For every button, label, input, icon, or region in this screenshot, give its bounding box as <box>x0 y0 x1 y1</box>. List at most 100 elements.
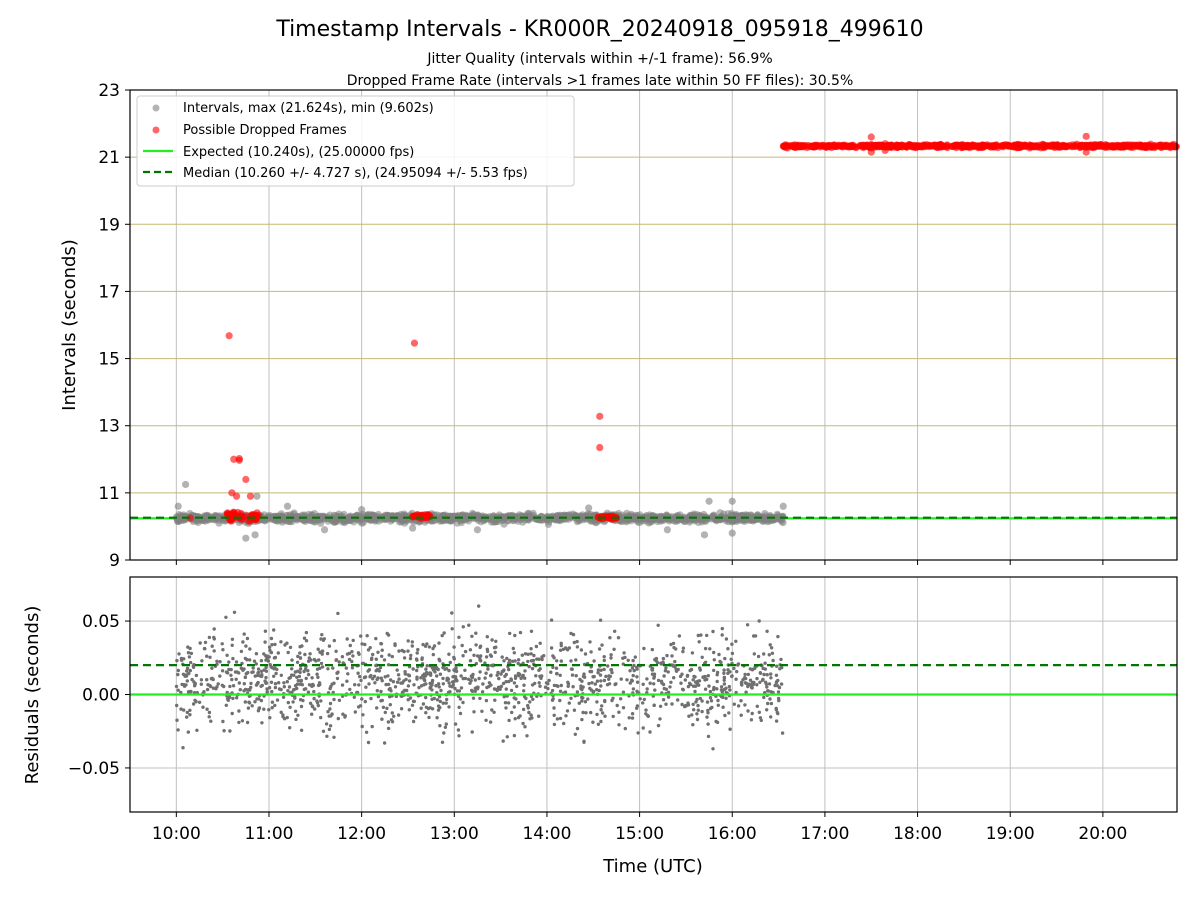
dropped-frame-point <box>987 143 995 151</box>
legend-intervals-marker <box>152 104 160 112</box>
residual-point <box>722 671 726 675</box>
residual-point <box>265 687 269 691</box>
residual-point <box>437 685 441 689</box>
residual-point <box>347 651 352 656</box>
residual-point <box>474 643 478 647</box>
residual-point <box>729 657 733 661</box>
residual-point <box>182 708 186 712</box>
interval-outlier-7 <box>358 506 366 514</box>
residual-point <box>250 670 254 674</box>
residual-point <box>208 683 212 688</box>
residual-point <box>574 674 578 678</box>
residual-point <box>186 645 190 649</box>
residual-point <box>434 684 438 688</box>
residual-point <box>580 717 584 722</box>
residual-point <box>690 651 695 655</box>
residual-point <box>424 667 428 671</box>
dropped-frame-point <box>820 143 828 151</box>
residual-point <box>356 671 360 675</box>
residual-point <box>319 637 323 641</box>
residual-point <box>256 673 260 678</box>
intervals-y-tick-label-2: 13 <box>98 417 120 437</box>
residual-point <box>385 706 389 710</box>
residual-point <box>716 698 720 703</box>
residual-point <box>182 657 186 661</box>
residual-point <box>755 704 759 708</box>
residual-point <box>176 672 180 677</box>
residual-point <box>531 697 535 701</box>
residual-point <box>295 675 299 679</box>
residual-point <box>746 684 750 689</box>
legend-dropped: Possible Dropped Frames <box>183 123 347 138</box>
residual-point <box>441 682 445 686</box>
residual-point <box>583 652 588 656</box>
residual-point <box>414 657 419 661</box>
residual-point <box>708 689 713 694</box>
residual-point <box>563 690 568 694</box>
residual-point <box>531 658 536 663</box>
residual-point <box>496 670 500 675</box>
residual-point <box>696 708 700 712</box>
residual-point <box>562 721 566 726</box>
residual-point <box>650 666 655 671</box>
residual-point <box>259 669 264 673</box>
residual-point <box>589 688 594 692</box>
dropped-frame-point <box>1048 141 1056 149</box>
residual-point <box>436 708 441 712</box>
interval-point <box>680 517 688 525</box>
residual-point <box>644 708 648 712</box>
residual-point <box>186 651 191 655</box>
residual-point <box>467 623 471 627</box>
residual-point <box>392 714 396 718</box>
residuals-y-axis-label: Residuals (seconds) <box>22 606 43 785</box>
residual-point <box>267 686 272 690</box>
residual-point <box>397 649 401 653</box>
residual-point <box>332 697 336 702</box>
residual-point <box>207 715 211 719</box>
interval-outlier-9 <box>473 526 482 534</box>
residual-point <box>208 655 212 659</box>
residual-point <box>503 701 508 705</box>
residual-point <box>298 651 302 655</box>
residual-point <box>256 709 261 713</box>
residual-point <box>332 681 336 685</box>
residual-point <box>765 673 769 677</box>
residual-point <box>383 675 387 679</box>
residual-point <box>603 714 607 718</box>
residual-point <box>748 683 753 687</box>
residual-point <box>461 654 465 658</box>
residual-point <box>746 672 750 677</box>
residual-point <box>776 690 781 694</box>
residual-point <box>327 727 332 732</box>
residual-point <box>458 697 463 701</box>
residual-point <box>672 645 676 650</box>
dropped-frame-point <box>790 143 798 151</box>
residual-point <box>605 683 610 687</box>
residual-point <box>293 670 298 674</box>
residual-point <box>658 704 663 708</box>
residual-point <box>727 711 731 715</box>
residual-point <box>523 669 527 673</box>
residual-point <box>264 665 268 670</box>
residual-point <box>448 660 452 665</box>
residual-point <box>582 672 586 676</box>
residual-point <box>395 680 400 684</box>
residual-point <box>445 678 449 682</box>
residual-point <box>400 648 404 653</box>
residual-point <box>210 666 214 670</box>
residual-point <box>538 684 542 688</box>
residual-point <box>575 690 580 694</box>
legend-expected: Expected (10.240s), (25.00000 fps) <box>183 145 414 160</box>
residual-point <box>762 672 766 677</box>
residual-point <box>608 636 612 640</box>
residual-point <box>573 732 577 736</box>
residual-point <box>325 734 329 738</box>
interval-point <box>717 515 725 523</box>
residual-point <box>306 690 311 694</box>
residual-point <box>680 687 685 691</box>
residual-point <box>595 688 599 692</box>
residuals-y-ticks: 0.05 0.00 −0.05 <box>68 612 130 779</box>
residual-point <box>262 707 266 711</box>
residual-point <box>220 683 224 687</box>
residual-point <box>522 689 526 693</box>
